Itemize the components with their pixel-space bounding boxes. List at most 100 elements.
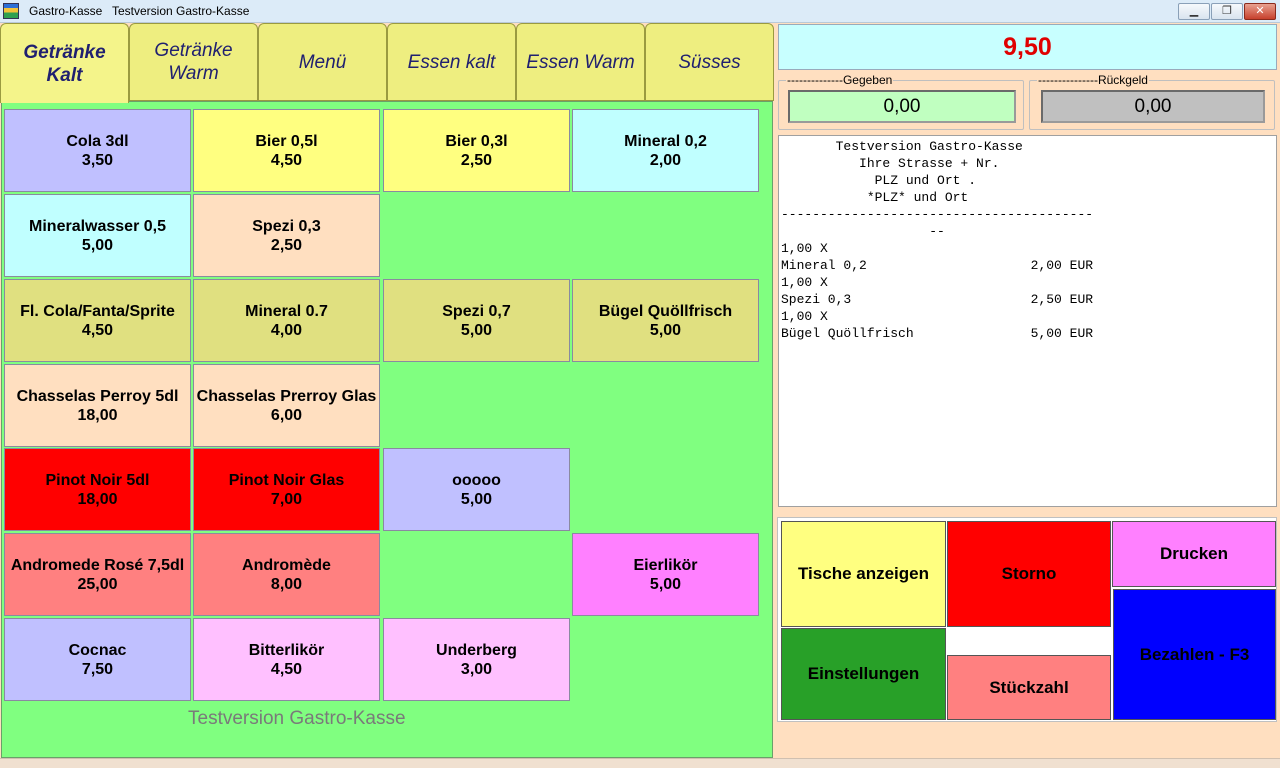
product-button[interactable]: Pinot Noir Glas 7,00 [193, 448, 380, 531]
title-bar: Gastro-Kasse Testversion Gastro-Kasse ▁ … [0, 0, 1280, 23]
given-legend: --------------Gegeben [786, 73, 894, 87]
product-price: 8,00 [270, 575, 303, 593]
receipt-line: 1,00 X [781, 275, 828, 290]
receipt-line: 1,00 X [781, 309, 828, 324]
tab-label: Kalt [46, 64, 83, 86]
storno-button[interactable]: Storno [947, 521, 1111, 627]
bezahlen-button[interactable]: Bezahlen - F3 [1113, 589, 1276, 720]
maximize-button[interactable]: ❐ [1211, 3, 1243, 20]
product-button[interactable]: ooooo 5,00 [383, 448, 570, 531]
change-field: 0,00 [1041, 90, 1265, 123]
product-name: Cola 3dl [66, 132, 129, 150]
given-field[interactable]: 0,00 [788, 90, 1016, 123]
product-name: Pinot Noir Glas [228, 471, 345, 489]
product-name: Spezi 0,7 [442, 302, 511, 320]
receipt-line: Testversion Gastro-Kasse [781, 139, 1023, 154]
tab-label: Warm [168, 63, 219, 84]
product-button[interactable]: Chasselas Prerroy Glas 6,00 [193, 364, 380, 447]
product-name: Chasselas Perroy 5dl [16, 387, 179, 405]
receipt-line: Spezi 0,3 2,50 EUR [781, 292, 1094, 307]
receipt-line: PLZ und Ort . [781, 173, 977, 188]
product-name: Bitterlikör [248, 641, 325, 659]
close-button[interactable]: ✕ [1244, 3, 1276, 20]
product-button[interactable]: Underberg 3,00 [383, 618, 570, 701]
total-value: 9,50 [1003, 32, 1052, 61]
tab-label: Getränke [23, 41, 106, 63]
receipt-line: 1,00 X [781, 241, 828, 256]
app-name: Gastro-Kasse [29, 4, 103, 18]
product-button[interactable]: Spezi 0,3 2,50 [193, 194, 380, 277]
product-name: Bier 0,5l [255, 132, 318, 150]
product-name: Andromede Rosé 7,5dl [10, 556, 185, 574]
product-button[interactable]: Chasselas Perroy 5dl 18,00 [4, 364, 191, 447]
product-name: Underberg [436, 641, 517, 659]
tab-essen-warm[interactable]: Essen Warm [516, 23, 645, 101]
product-price: 4,50 [270, 660, 303, 678]
drucken-button[interactable]: Drucken [1112, 521, 1276, 587]
product-price: 2,50 [460, 151, 493, 169]
tab-suesses[interactable]: Süsses [645, 23, 774, 101]
change-legend: ---------------Rückgeld [1037, 73, 1149, 87]
product-button[interactable]: Bügel Quöllfrisch 5,00 [572, 279, 759, 362]
tab-essen-kalt[interactable]: Essen kalt [387, 23, 516, 101]
status-bar [0, 758, 1280, 768]
product-name: Spezi 0,3 [252, 217, 321, 235]
product-button[interactable]: Mineralwasser 0,5 5,00 [4, 194, 191, 277]
receipt-line: -- [781, 224, 945, 239]
einstellungen-button[interactable]: Einstellungen [781, 628, 946, 720]
receipt-line: *PLZ* und Ort [781, 190, 969, 205]
tab-menue[interactable]: Menü [258, 23, 387, 101]
product-price: 4,00 [270, 321, 303, 339]
tab-label: Essen Warm [526, 51, 635, 73]
receipt-line: Ihre Strasse + Nr. [781, 156, 1000, 171]
given-group [778, 80, 1024, 130]
product-button[interactable]: Bier 0,5l 4,50 [193, 109, 380, 192]
receipt-line: ---------------------------------------- [781, 207, 1094, 222]
tab-label: Getränke [154, 40, 233, 61]
product-price: 3,00 [460, 660, 493, 678]
tab-label: Essen kalt [407, 51, 496, 73]
tab-getraenke-kalt[interactable]: Getränke Kalt [0, 23, 129, 103]
product-button[interactable]: Andromède 8,00 [193, 533, 380, 616]
total-display: 9,50 [778, 24, 1277, 70]
product-name: Mineral 0.7 [245, 302, 328, 320]
change-group [1029, 80, 1275, 130]
product-name: Cocnac [68, 641, 127, 659]
product-name: Bier 0,3l [445, 132, 508, 150]
product-button[interactable]: Mineral 0,2 2,00 [572, 109, 759, 192]
product-price: 2,00 [649, 151, 682, 169]
product-name: Fl. Cola/Fanta/Sprite [20, 302, 175, 320]
product-price: 3,50 [81, 151, 114, 169]
tab-getraenke-warm[interactable]: Getränke Warm [129, 23, 258, 101]
product-price: 18,00 [77, 406, 118, 424]
product-button[interactable]: Pinot Noir 5dl 18,00 [4, 448, 191, 531]
product-button[interactable]: Bitterlikör 4,50 [193, 618, 380, 701]
product-name: Mineralwasser 0,5 [29, 217, 166, 235]
minimize-button[interactable]: ▁ [1178, 3, 1210, 20]
product-price: 5,00 [460, 490, 493, 508]
product-price: 5,00 [460, 321, 493, 339]
product-name: ooooo [452, 471, 501, 489]
product-button[interactable]: Fl. Cola/Fanta/Sprite 4,50 [4, 279, 191, 362]
product-name: Pinot Noir 5dl [45, 471, 150, 489]
product-name: Eierlikör [633, 556, 698, 574]
product-price: 4,50 [81, 321, 114, 339]
product-price: 5,00 [649, 575, 682, 593]
product-button[interactable]: Mineral 0.7 4,00 [193, 279, 380, 362]
tische-anzeigen-button[interactable]: Tische anzeigen [781, 521, 946, 627]
product-button[interactable]: Spezi 0,7 5,00 [383, 279, 570, 362]
product-price: 5,00 [649, 321, 682, 339]
product-button[interactable]: Bier 0,3l 2,50 [383, 109, 570, 192]
stueckzahl-button[interactable]: Stückzahl [947, 655, 1111, 720]
product-button[interactable]: Andromede Rosé 7,5dl 25,00 [4, 533, 191, 616]
footer-label: Testversion Gastro-Kasse [188, 708, 406, 729]
product-button[interactable]: Eierlikör 5,00 [572, 533, 759, 616]
product-price: 5,00 [81, 236, 114, 254]
product-button[interactable]: Cocnac 7,50 [4, 618, 191, 701]
product-button[interactable]: Cola 3dl 3,50 [4, 109, 191, 192]
product-name: Mineral 0,2 [624, 132, 707, 150]
tab-label: Menü [298, 51, 347, 73]
receipt-view[interactable]: Testversion Gastro-Kasse Ihre Strasse + … [778, 135, 1277, 507]
tab-label: Süsses [678, 51, 741, 73]
product-price: 2,50 [270, 236, 303, 254]
